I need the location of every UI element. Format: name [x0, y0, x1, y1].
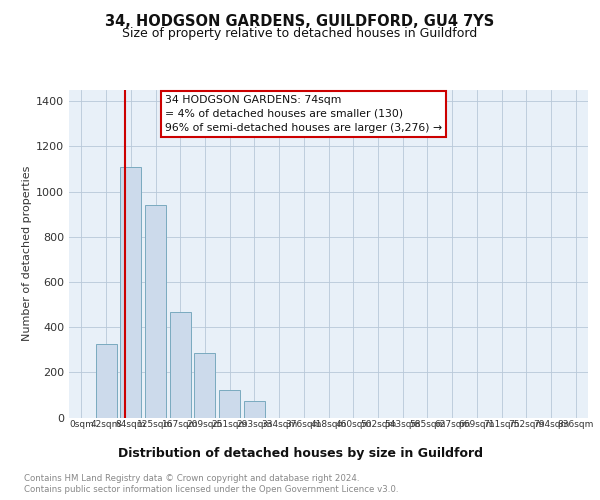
- Text: Contains HM Land Registry data © Crown copyright and database right 2024.: Contains HM Land Registry data © Crown c…: [24, 474, 359, 483]
- Bar: [194, 353, 215, 418]
- Bar: [145, 205, 166, 418]
- Bar: [170, 312, 191, 418]
- Bar: [95, 344, 116, 418]
- Bar: [244, 400, 265, 417]
- Text: Distribution of detached houses by size in Guildford: Distribution of detached houses by size …: [118, 448, 482, 460]
- Bar: [219, 390, 240, 417]
- Text: Contains public sector information licensed under the Open Government Licence v3: Contains public sector information licen…: [24, 485, 398, 494]
- Bar: [120, 167, 141, 417]
- Text: 34 HODGSON GARDENS: 74sqm
= 4% of detached houses are smaller (130)
96% of semi-: 34 HODGSON GARDENS: 74sqm = 4% of detach…: [165, 95, 442, 133]
- Text: Size of property relative to detached houses in Guildford: Size of property relative to detached ho…: [122, 28, 478, 40]
- Text: 34, HODGSON GARDENS, GUILDFORD, GU4 7YS: 34, HODGSON GARDENS, GUILDFORD, GU4 7YS: [106, 14, 494, 29]
- Y-axis label: Number of detached properties: Number of detached properties: [22, 166, 32, 342]
